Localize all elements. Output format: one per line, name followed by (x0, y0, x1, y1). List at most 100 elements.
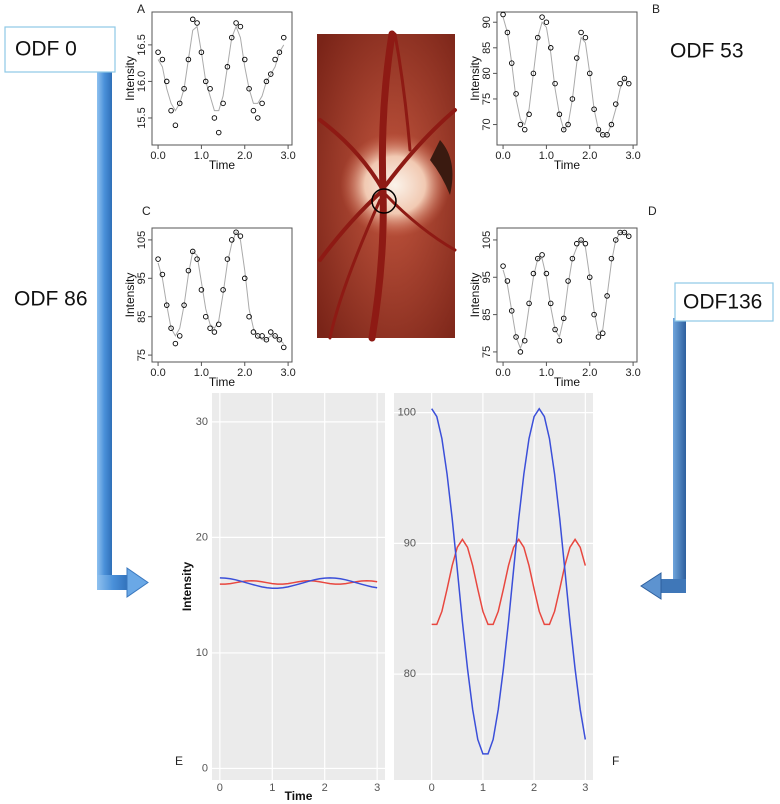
panel: 0 10 20 30 0 1 2 3 Time Intensity E (175, 393, 385, 803)
y-tick-label: 16.0 (136, 71, 148, 92)
data-point (608, 121, 615, 128)
data-point (246, 313, 252, 320)
data-point (181, 302, 187, 308)
data-point (626, 80, 632, 87)
data-point (621, 229, 628, 236)
data-point (552, 80, 558, 87)
x-axis-label: Time (209, 158, 236, 172)
data-point (272, 333, 278, 339)
data-point (215, 321, 222, 328)
x-tick-label: 2 (322, 782, 328, 794)
y-tick-label: 90 (481, 16, 493, 28)
data-point (155, 49, 161, 55)
data-point (211, 115, 218, 121)
data-point (268, 71, 274, 77)
data-point (242, 56, 248, 63)
data-point (181, 85, 187, 92)
data-point (233, 229, 239, 235)
data-point (263, 336, 270, 343)
data-point (207, 325, 213, 331)
y-tick-label: 70 (481, 118, 493, 130)
series-line (157, 231, 285, 344)
y-axis-label: Intensity (123, 273, 137, 318)
panel: 80 90 100 0 1 2 3 F (394, 393, 619, 794)
data-point (526, 300, 532, 307)
panel: 75 85 95 105 0.0 1.0 2.0 3.0 Time Intensity C (123, 204, 296, 389)
x-tick-label: 2.0 (582, 367, 597, 379)
data-point (582, 34, 589, 41)
data-point (582, 240, 589, 247)
data-point (159, 56, 166, 63)
plot-background (394, 393, 593, 780)
data-point (189, 16, 196, 23)
y-tick-label: 95 (481, 271, 493, 283)
series-line (431, 538, 587, 626)
data-point (159, 271, 166, 278)
data-point (513, 91, 519, 97)
data-point (556, 111, 563, 118)
odf-label: ODF136 (683, 291, 762, 314)
data-point (600, 330, 606, 337)
x-tick-label: 1 (480, 782, 486, 794)
y-tick-label: 0 (202, 762, 208, 774)
data-point (242, 275, 248, 282)
y-tick-label: 75 (136, 349, 148, 361)
y-tick-label: 20 (196, 531, 208, 543)
data-point (250, 329, 257, 335)
data-point (539, 14, 545, 20)
data-point (189, 248, 196, 255)
left-arrow (97, 70, 149, 598)
data-point (595, 334, 602, 340)
x-tick-label: 3.0 (625, 367, 640, 379)
y-tick-label: 15.5 (136, 107, 148, 128)
y-tick-label: 75 (481, 346, 493, 358)
data-point (626, 233, 632, 239)
data-point (500, 263, 506, 269)
series-line (431, 407, 587, 755)
x-tick-label: 1.0 (539, 367, 554, 379)
y-tick-label: 30 (196, 416, 208, 428)
data-point (198, 287, 205, 293)
data-point (508, 60, 515, 66)
x-tick-label: 2.0 (582, 150, 597, 162)
data-point (207, 85, 213, 92)
data-point (578, 29, 584, 36)
data-point (604, 293, 610, 299)
data-point (268, 329, 274, 335)
data-point (530, 270, 537, 277)
odf-label: ODF 86 (14, 288, 88, 311)
panel: 75 85 95 105 0.0 1.0 2.0 3.0 Time Intensity D (468, 204, 657, 389)
y-tick-label: 85 (481, 42, 493, 54)
data-point (621, 75, 628, 82)
data-point (194, 256, 200, 262)
data-point (521, 337, 528, 344)
data-point (556, 337, 563, 344)
y-tick-label: 80 (481, 67, 493, 79)
x-tick-label: 3.0 (280, 150, 295, 162)
x-tick-label: 2.0 (237, 150, 252, 162)
y-tick-label: 80 (404, 668, 416, 680)
data-point (604, 132, 610, 138)
y-axis-label: Intensity (468, 273, 482, 318)
y-axis-label: Intensity (468, 56, 482, 101)
data-point (543, 270, 550, 277)
fundus-image (317, 30, 457, 342)
data-point (574, 240, 580, 247)
data-point (539, 252, 545, 258)
data-point (194, 20, 200, 26)
x-axis-label: Time (554, 158, 581, 172)
data-point (255, 115, 261, 121)
data-point (176, 100, 183, 107)
data-point (504, 29, 511, 36)
data-point (198, 49, 205, 55)
data-point (202, 313, 209, 320)
panel-letter: B (652, 2, 660, 16)
series-line (219, 577, 378, 589)
y-tick-label: 85 (481, 308, 493, 320)
y-axis-label: Intensity (123, 56, 137, 101)
data-point (521, 126, 528, 133)
data-point (534, 255, 541, 262)
x-tick-label: 2.0 (237, 367, 252, 379)
x-axis-label: Time (285, 789, 313, 803)
y-tick-label: 105 (481, 231, 493, 249)
